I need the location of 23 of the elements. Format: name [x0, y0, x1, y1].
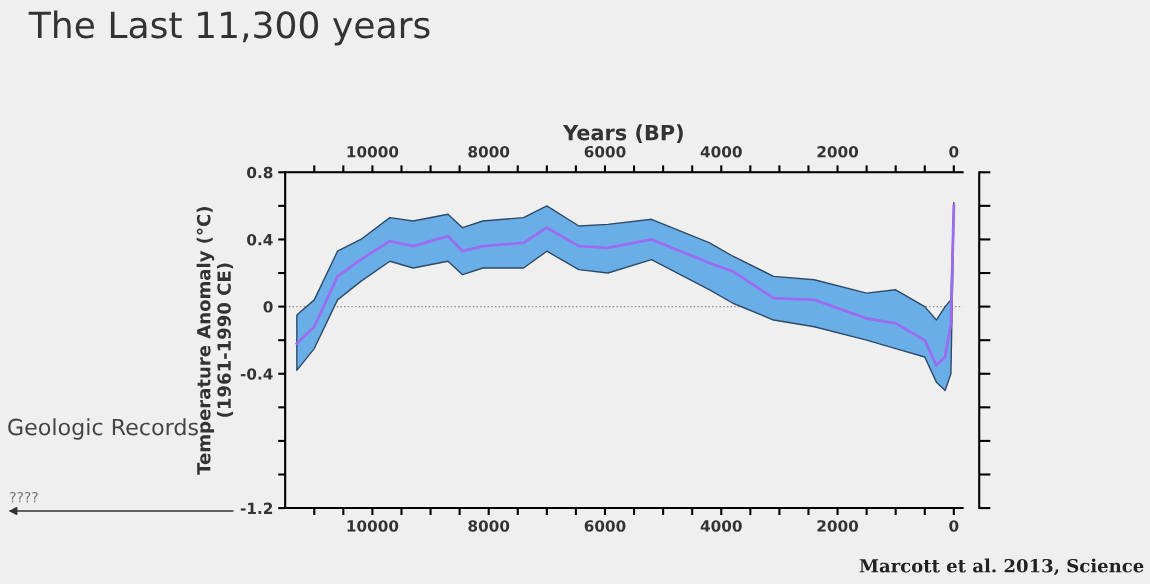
x-tick-label: 4000 — [700, 520, 742, 532]
x2-tick-label: 6000 — [584, 145, 626, 158]
y-tick-label: -1.2 — [240, 502, 273, 514]
x2-tick-label: 8000 — [468, 145, 510, 158]
x-tick-label: 10000 — [347, 520, 399, 532]
chart-title: The Last 11,300 years — [28, 10, 430, 46]
x-tick-label: 6000 — [584, 520, 626, 532]
y-axis-title: Temperature Anomaly (°C) (1961-1990 CE) — [196, 207, 234, 475]
x-tick-label: 2000 — [817, 520, 859, 532]
x2-tick-label: 4000 — [700, 145, 742, 158]
x-tick-label: 8000 — [468, 520, 510, 532]
y-tick-label: -0.4 — [240, 368, 273, 380]
x2-tick-label: 10000 — [347, 145, 399, 158]
text: Marcott et al. 2013, Science — [859, 558, 1144, 576]
y-tick-label: 0.4 — [247, 233, 273, 246]
text: Geologic Records — [8, 418, 198, 440]
text: ???? — [10, 491, 38, 503]
x2-tick-label: 0 — [949, 145, 959, 158]
y-tick-label: 0.8 — [247, 166, 273, 179]
y-tick-label: 0 — [263, 301, 273, 313]
x2-axis-title: Years (BP) — [562, 124, 683, 143]
x2-tick-label: 2000 — [817, 145, 859, 158]
x-tick-label: 0 — [949, 520, 959, 532]
